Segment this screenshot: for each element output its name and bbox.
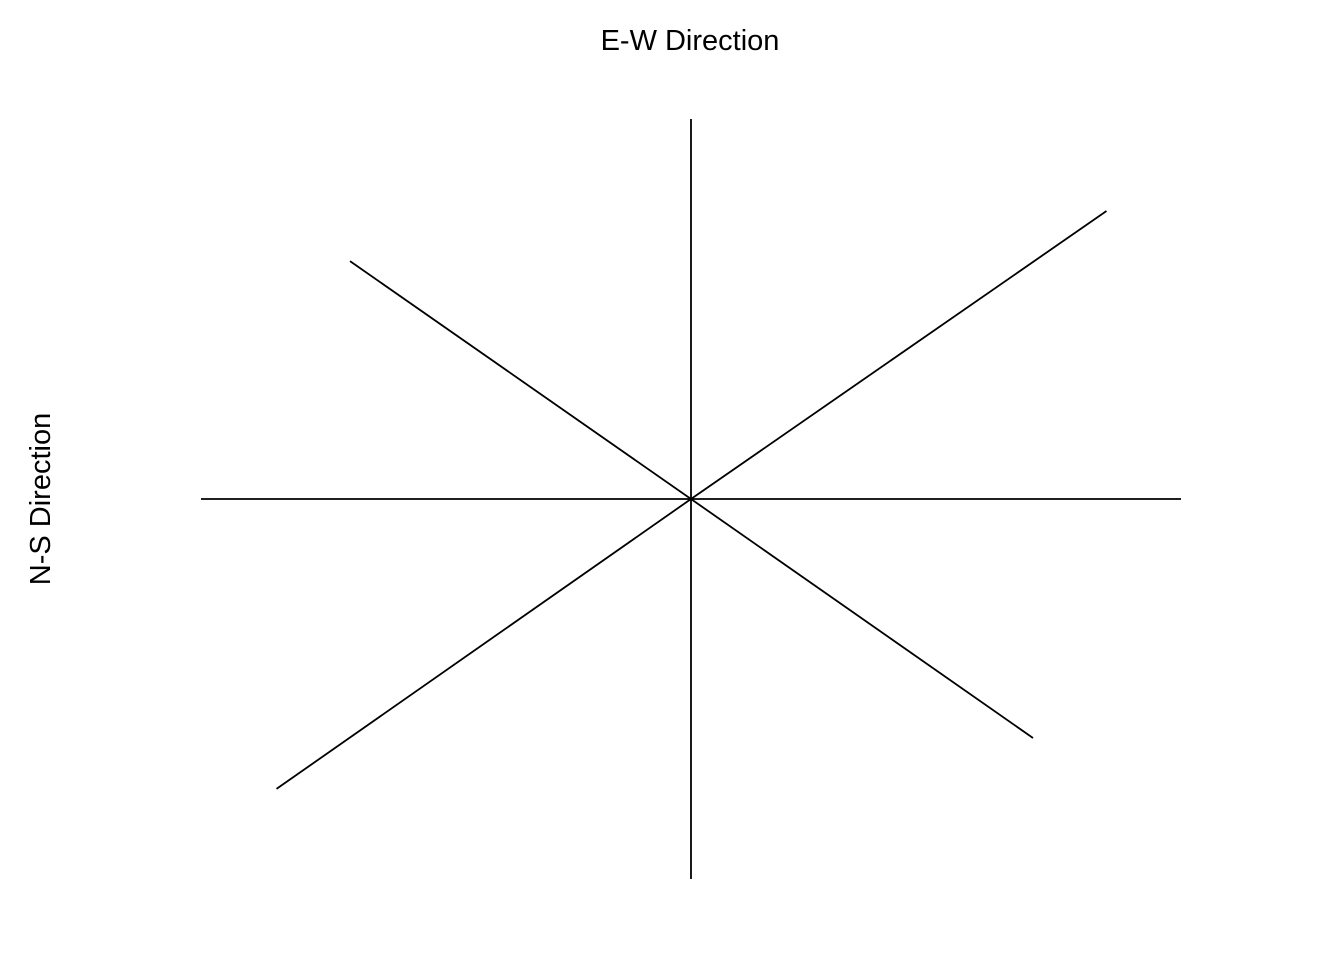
- direction-ray-6: [275, 498, 692, 790]
- x-axis-title: E-W Direction: [601, 25, 780, 57]
- y-axis-title: N-S Direction: [25, 413, 57, 585]
- direction-ray-8: [690, 498, 1034, 739]
- direction-rays: [201, 119, 1181, 879]
- direction-ray-2: [690, 210, 1108, 500]
- direction-ray-4: [349, 260, 692, 500]
